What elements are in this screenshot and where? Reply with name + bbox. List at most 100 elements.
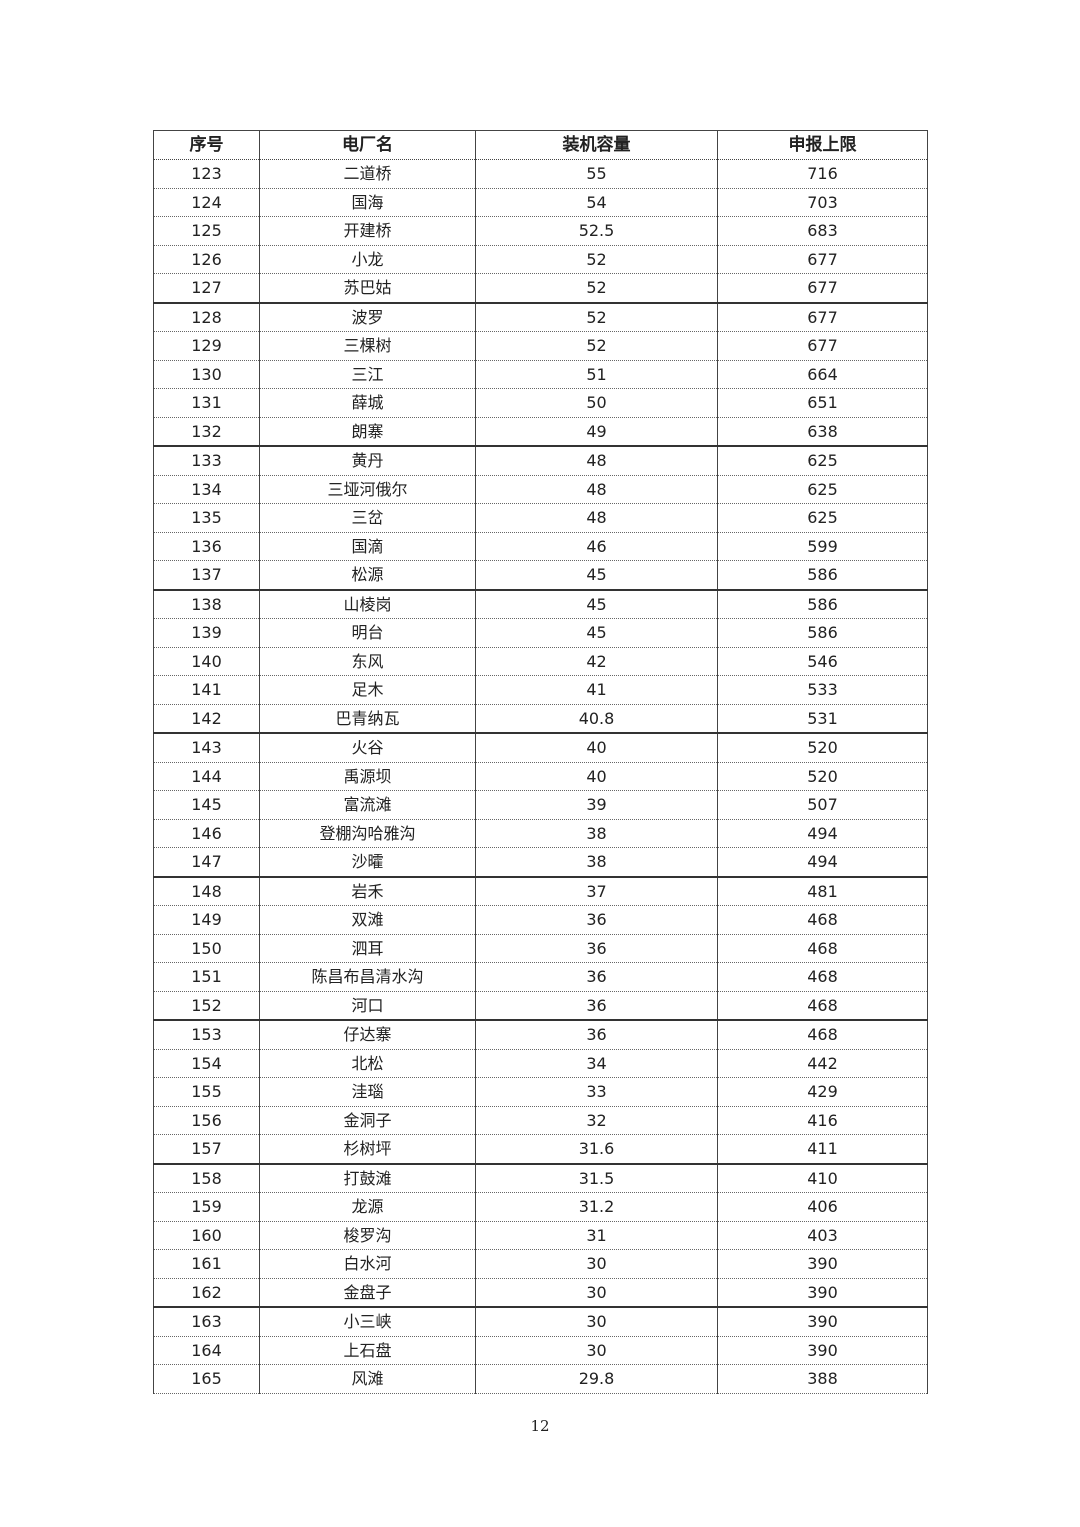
cell-plant-name: 二道桥 [259, 159, 476, 189]
cell-installed-capacity: 33 [475, 1077, 718, 1107]
table-row: 137 松源 45 586 [153, 560, 928, 590]
cell-plant-name: 国滴 [259, 531, 476, 561]
cell-plant-name: 金洞子 [259, 1105, 476, 1135]
cell-installed-capacity: 48 [475, 445, 718, 476]
table-row: 161 白水河 30 390 [153, 1249, 928, 1279]
cell-index: 163 [153, 1306, 260, 1337]
cell-index: 126 [153, 244, 260, 274]
header-installed-capacity: 装机容量 [475, 130, 718, 160]
cell-declared-limit: 683 [717, 216, 928, 246]
cell-plant-name: 风滩 [259, 1364, 476, 1394]
cell-declared-limit: 481 [717, 876, 928, 906]
table-row: 127 苏巴姑 52 677 [153, 273, 928, 303]
cell-plant-name: 明台 [259, 618, 476, 648]
cell-plant-name: 三垭河俄尔 [259, 474, 476, 504]
cell-installed-capacity: 48 [475, 474, 718, 504]
cell-index: 139 [153, 618, 260, 648]
cell-declared-limit: 546 [717, 646, 928, 676]
table-row: 148 岩禾 37 481 [153, 876, 928, 906]
table-row: 133 黄丹 48 625 [153, 445, 928, 476]
cell-installed-capacity: 32 [475, 1105, 718, 1135]
cell-declared-limit: 586 [717, 589, 928, 619]
table-row: 156 金洞子 32 416 [153, 1105, 928, 1135]
cell-declared-limit: 390 [717, 1335, 928, 1365]
cell-index: 127 [153, 273, 260, 303]
cell-index: 160 [153, 1220, 260, 1250]
cell-index: 148 [153, 876, 260, 906]
cell-index: 156 [153, 1105, 260, 1135]
cell-plant-name: 北松 [259, 1048, 476, 1078]
cell-index: 124 [153, 187, 260, 217]
cell-installed-capacity: 45 [475, 618, 718, 648]
table-row: 164 上石盘 30 390 [153, 1335, 928, 1365]
cell-installed-capacity: 54 [475, 187, 718, 217]
cell-plant-name: 薛城 [259, 388, 476, 418]
cell-index: 129 [153, 331, 260, 361]
cell-plant-name: 巴青纳瓦 [259, 703, 476, 734]
cell-installed-capacity: 52 [475, 244, 718, 274]
cell-index: 123 [153, 159, 260, 189]
cell-declared-limit: 677 [717, 244, 928, 274]
cell-plant-name: 梭罗沟 [259, 1220, 476, 1250]
cell-declared-limit: 411 [717, 1134, 928, 1164]
cell-index: 131 [153, 388, 260, 418]
table-row: 143 火谷 40 520 [153, 732, 928, 763]
cell-index: 162 [153, 1277, 260, 1308]
cell-index: 153 [153, 1019, 260, 1050]
cell-plant-name: 火谷 [259, 732, 476, 763]
cell-plant-name: 开建桥 [259, 216, 476, 246]
cell-declared-limit: 468 [717, 962, 928, 992]
table-row: 125 开建桥 52.5 683 [153, 216, 928, 246]
cell-declared-limit: 468 [717, 990, 928, 1021]
cell-index: 134 [153, 474, 260, 504]
cell-declared-limit: 468 [717, 933, 928, 963]
cell-installed-capacity: 52 [475, 302, 718, 332]
cell-index: 155 [153, 1077, 260, 1107]
cell-plant-name: 国海 [259, 187, 476, 217]
table-row: 153 仔达寨 36 468 [153, 1019, 928, 1050]
cell-declared-limit: 651 [717, 388, 928, 418]
cell-declared-limit: 677 [717, 302, 928, 332]
cell-index: 151 [153, 962, 260, 992]
cell-index: 140 [153, 646, 260, 676]
cell-declared-limit: 494 [717, 818, 928, 848]
table-row: 149 双滩 36 468 [153, 905, 928, 935]
table-row: 129 三棵树 52 677 [153, 331, 928, 361]
cell-declared-limit: 586 [717, 560, 928, 590]
cell-declared-limit: 520 [717, 732, 928, 763]
cell-index: 161 [153, 1249, 260, 1279]
cell-index: 138 [153, 589, 260, 619]
table-row: 157 杉树坪 31.6 411 [153, 1134, 928, 1164]
cell-installed-capacity: 31.5 [475, 1163, 718, 1193]
cell-plant-name: 沙曤 [259, 847, 476, 877]
cell-declared-limit: 406 [717, 1192, 928, 1222]
cell-plant-name: 打鼓滩 [259, 1163, 476, 1193]
cell-installed-capacity: 38 [475, 847, 718, 877]
cell-index: 132 [153, 416, 260, 447]
table-row: 159 龙源 31.2 406 [153, 1192, 928, 1222]
cell-installed-capacity: 52 [475, 331, 718, 361]
cell-installed-capacity: 51 [475, 359, 718, 389]
cell-plant-name: 河口 [259, 990, 476, 1021]
cell-installed-capacity: 36 [475, 933, 718, 963]
cell-plant-name: 东风 [259, 646, 476, 676]
cell-declared-limit: 468 [717, 1019, 928, 1050]
cell-index: 159 [153, 1192, 260, 1222]
cell-declared-limit: 599 [717, 531, 928, 561]
header-plant-name: 电厂名 [259, 130, 476, 160]
table-row: 147 沙曤 38 494 [153, 847, 928, 877]
cell-installed-capacity: 48 [475, 503, 718, 533]
cell-declared-limit: 403 [717, 1220, 928, 1250]
cell-plant-name: 白水河 [259, 1249, 476, 1279]
table-row: 130 三江 51 664 [153, 359, 928, 389]
cell-installed-capacity: 30 [475, 1335, 718, 1365]
cell-declared-limit: 586 [717, 618, 928, 648]
cell-declared-limit: 388 [717, 1364, 928, 1394]
cell-index: 152 [153, 990, 260, 1021]
cell-installed-capacity: 40 [475, 761, 718, 791]
table-header-row: 序号 电厂名 装机容量 申报上限 [153, 130, 928, 160]
header-index: 序号 [153, 130, 260, 160]
cell-declared-limit: 416 [717, 1105, 928, 1135]
cell-index: 165 [153, 1364, 260, 1394]
cell-installed-capacity: 36 [475, 905, 718, 935]
